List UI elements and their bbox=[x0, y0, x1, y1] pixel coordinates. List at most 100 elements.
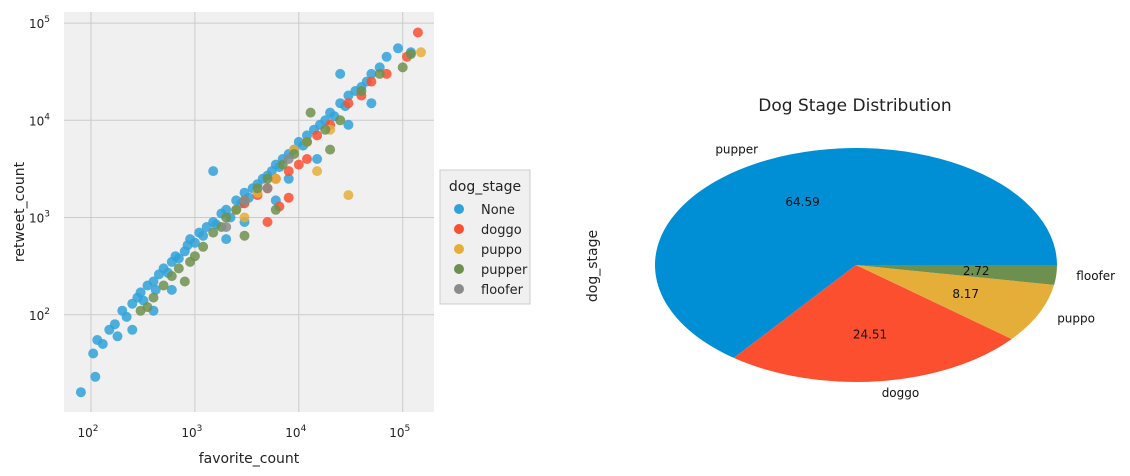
scatter-point-doggo bbox=[343, 98, 354, 109]
scatter-point-doggo bbox=[366, 76, 377, 87]
x-tick-label: 103 bbox=[181, 424, 202, 440]
legend-label-puppo: puppo bbox=[481, 243, 522, 258]
x-tick-label: 104 bbox=[285, 424, 306, 440]
scatter-point-doggo bbox=[302, 154, 312, 164]
scatter-point-none bbox=[393, 43, 403, 54]
scatter-legend: dog_stage None doggo puppo pupper floofer bbox=[439, 169, 531, 305]
scatter-points bbox=[75, 27, 426, 398]
scatter-point-pupper bbox=[239, 230, 250, 241]
scatter-point-none bbox=[221, 204, 232, 215]
scatter-point-doggo bbox=[293, 159, 304, 170]
scatter-point-none bbox=[135, 287, 146, 298]
scatter-point-none bbox=[75, 387, 86, 398]
scatter-point-none bbox=[208, 166, 219, 177]
scatter-point-pupper bbox=[374, 68, 385, 79]
x-tick-exponent: 4 bbox=[301, 424, 307, 434]
scatter-point-none bbox=[88, 348, 99, 359]
scatter-point-none bbox=[148, 276, 159, 287]
scatter-point-pupper bbox=[356, 86, 367, 96]
y-tick-exponent: 3 bbox=[44, 210, 50, 220]
scatter-point-pupper bbox=[185, 256, 196, 267]
pie-pct-label-doggo: 24.51 bbox=[853, 328, 887, 342]
scatter-point-pupper bbox=[148, 292, 159, 303]
scatter-point-pupper bbox=[198, 241, 209, 252]
scatter-point-none bbox=[150, 284, 161, 295]
scatter-point-puppo bbox=[239, 212, 250, 223]
legend-marker-pupper bbox=[454, 264, 464, 274]
x-tick-exponent: 2 bbox=[93, 424, 99, 434]
y-tick-label: 102 bbox=[29, 307, 50, 323]
scatter-point-none bbox=[112, 331, 123, 342]
pie-category-label-floofer: floofer bbox=[1076, 269, 1115, 283]
scatter-point-floofer bbox=[221, 222, 232, 232]
scatter-point-none bbox=[312, 154, 323, 164]
pie-ylabel: dog_stage bbox=[585, 230, 601, 302]
y-tick-exponent: 4 bbox=[44, 112, 50, 122]
x-tick-exponent: 3 bbox=[197, 424, 203, 434]
pie-slice-puppo bbox=[856, 265, 1055, 339]
pie-pct-label-pupper: 64.59 bbox=[785, 195, 819, 209]
pie-title: Dog Stage Distribution bbox=[758, 96, 951, 116]
scatter-point-floofer bbox=[239, 195, 250, 206]
legend-marker-doggo bbox=[454, 224, 464, 234]
scatter-point-none bbox=[97, 339, 108, 349]
legend-marker-floofer bbox=[454, 284, 464, 294]
pie-category-label-puppo: puppo bbox=[1057, 311, 1095, 325]
x-tick-label: 105 bbox=[389, 424, 410, 440]
scatter-point-pupper bbox=[135, 305, 146, 316]
scatter-point-floofer bbox=[283, 154, 294, 164]
legend-label-doggo: doggo bbox=[481, 223, 522, 238]
scatter-point-doggo bbox=[381, 68, 392, 79]
legend-items: None doggo puppo pupper floofer bbox=[454, 203, 528, 298]
scatter-point-none bbox=[121, 311, 132, 322]
scatter-point-pupper bbox=[231, 204, 242, 215]
pie-pct-label-floofer: 2.72 bbox=[963, 264, 990, 278]
scatter-point-none bbox=[90, 371, 101, 382]
scatter-point-pupper bbox=[302, 136, 312, 147]
y-tick-label: 105 bbox=[29, 15, 50, 31]
x-tick-label: 102 bbox=[77, 424, 98, 440]
scatter-point-none bbox=[381, 51, 392, 62]
y-tick-label: 103 bbox=[29, 210, 50, 226]
legend-label-pupper: pupper bbox=[481, 263, 528, 278]
pie-labels: 64.59 pupper 24.51 doggo 8.17 puppo 2.72 floofe… bbox=[715, 143, 1115, 400]
scatter-point-pupper bbox=[221, 212, 232, 223]
scatter-point-puppo bbox=[312, 166, 323, 177]
scatter-point-none bbox=[366, 98, 377, 109]
scatter-point-floofer bbox=[262, 183, 273, 194]
scatter-point-doggo bbox=[262, 217, 273, 227]
scatter-point-pupper bbox=[325, 144, 336, 155]
scatter-point-none bbox=[366, 68, 377, 79]
scatter-point-pupper bbox=[166, 271, 177, 282]
y-tick-exponent: 2 bbox=[44, 307, 50, 317]
pie-pct-label-puppo: 8.17 bbox=[952, 287, 979, 301]
legend-marker-none bbox=[454, 204, 464, 214]
scatter-point-pupper bbox=[252, 183, 263, 194]
y-axis-label: retweet_count bbox=[12, 161, 28, 262]
legend-marker-puppo bbox=[454, 244, 464, 254]
scatter-point-none bbox=[189, 237, 200, 248]
scatter-point-pupper bbox=[320, 124, 331, 135]
legend-title: dog_stage bbox=[449, 179, 521, 195]
legend-box bbox=[439, 169, 531, 305]
pie-slice-floofer bbox=[856, 265, 1058, 285]
scatter-point-pupper bbox=[405, 49, 416, 60]
pie-category-label-doggo: doggo bbox=[882, 386, 920, 400]
legend-label-floofer: floofer bbox=[481, 283, 524, 298]
scatter-point-pupper bbox=[208, 227, 219, 238]
scatter-point-none bbox=[221, 234, 232, 245]
x-tick-exponent: 5 bbox=[404, 424, 410, 434]
scatter-point-puppo bbox=[343, 190, 354, 201]
scatter-point-pupper bbox=[173, 263, 184, 274]
scatter-point-pupper bbox=[179, 276, 190, 287]
scatter-point-pupper bbox=[158, 280, 169, 291]
pie-slices bbox=[654, 148, 1058, 383]
scatter-point-none bbox=[173, 253, 184, 264]
legend-label-none: None bbox=[481, 203, 515, 218]
scatter-point-pupper bbox=[305, 107, 316, 118]
pie-slice-doggo bbox=[733, 265, 1012, 383]
scatter-point-none bbox=[343, 119, 354, 130]
pie-category-label-pupper: pupper bbox=[715, 143, 758, 157]
pie-chart: Dog Stage Distribution dog_stage 64.59 pu… bbox=[585, 96, 1115, 400]
